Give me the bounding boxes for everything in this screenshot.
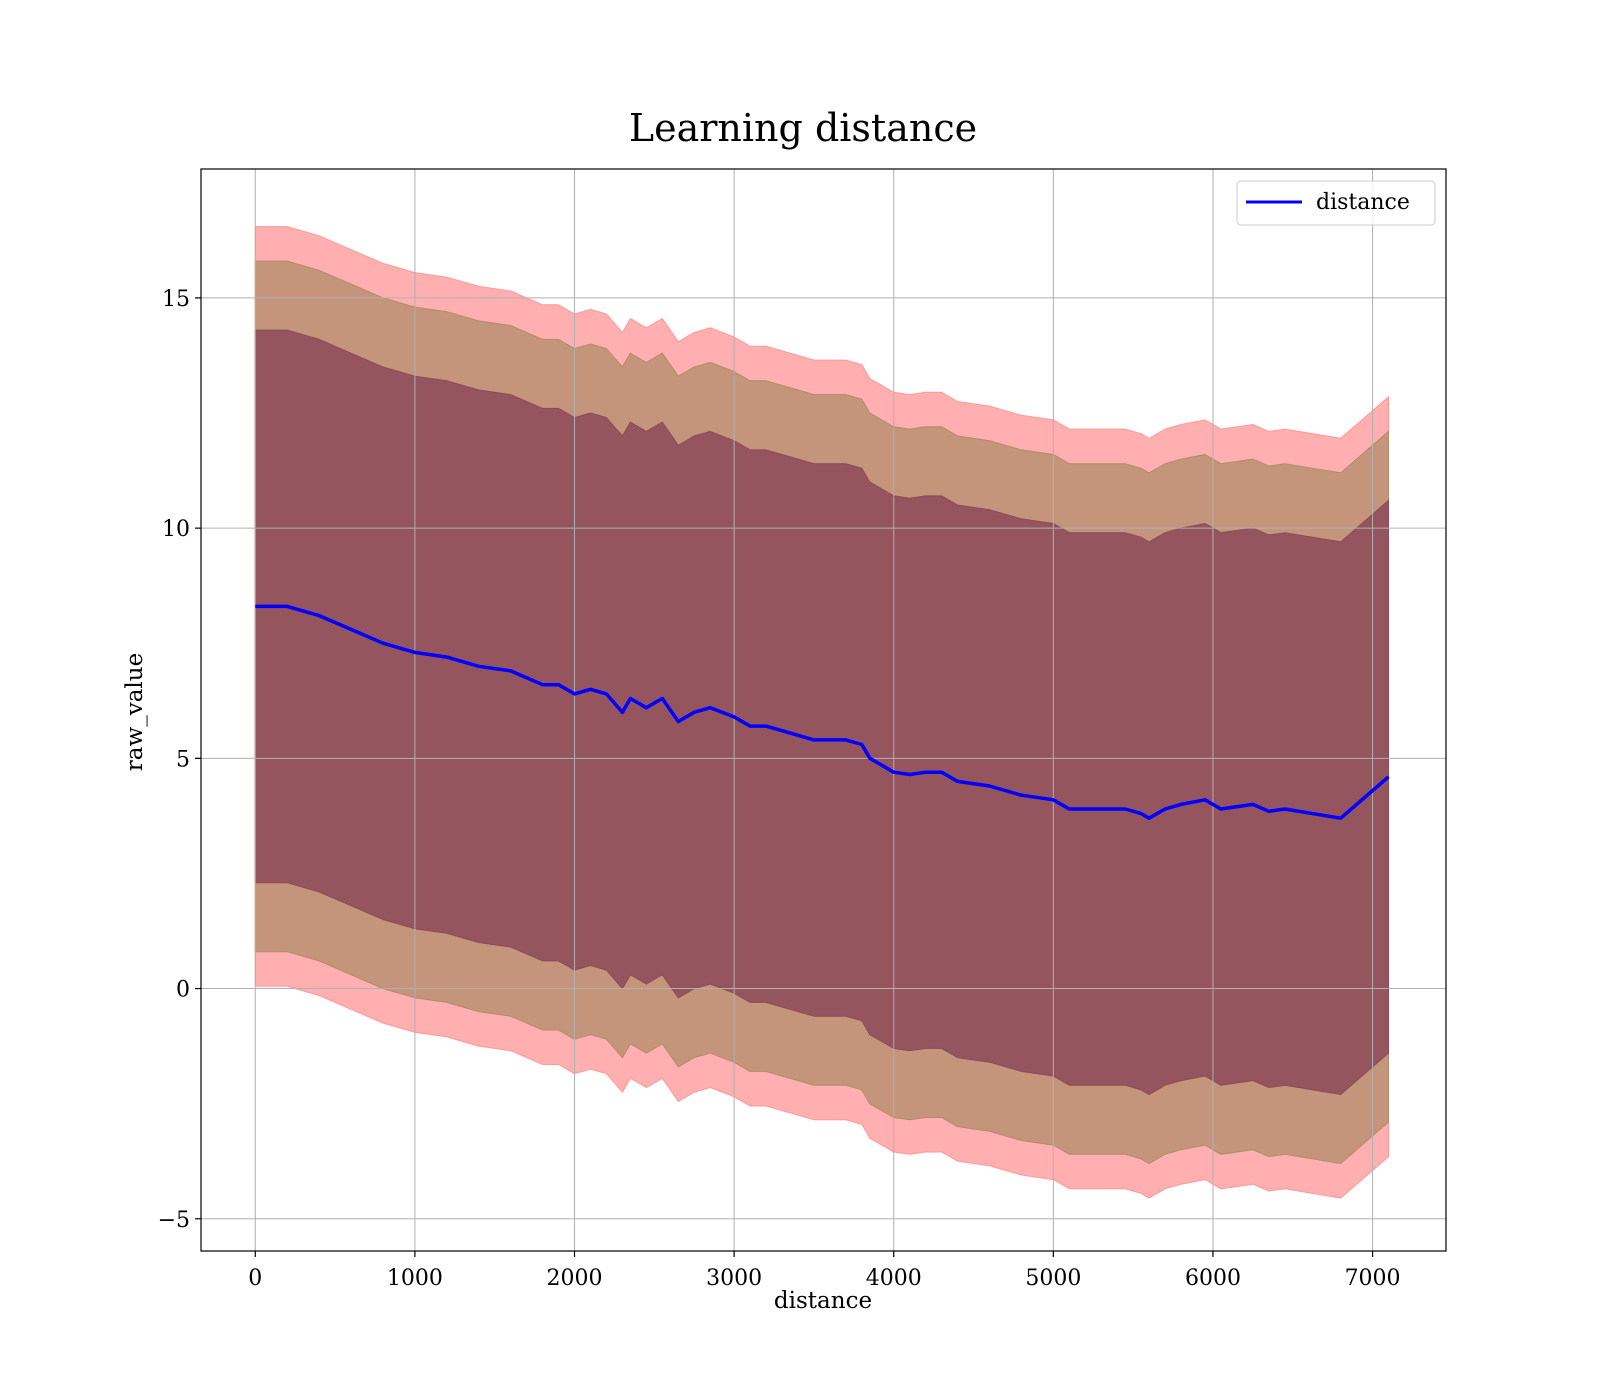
y-tick-label: 10 bbox=[162, 517, 190, 542]
confidence-bands bbox=[254, 226, 1389, 1199]
x-tick-label: 1000 bbox=[387, 1266, 443, 1291]
series-lines bbox=[255, 604, 1390, 820]
y-tick-label: 0 bbox=[176, 978, 190, 1003]
y-axis: −5 0 5 10 15 bbox=[158, 287, 201, 1233]
plot-frame bbox=[200, 168, 1447, 1252]
x-tick-label: 4000 bbox=[866, 1266, 922, 1291]
x-tick-label: 3000 bbox=[706, 1266, 762, 1291]
chart-title: Learning distance bbox=[629, 106, 977, 150]
legend-box bbox=[1236, 180, 1436, 226]
x-tick-label: 7000 bbox=[1345, 1266, 1401, 1291]
y-tick-label: 5 bbox=[176, 747, 190, 772]
x-tick-label: 0 bbox=[248, 1266, 262, 1291]
band-inner bbox=[254, 329, 1389, 1096]
y-tick-label: 15 bbox=[162, 287, 190, 312]
x-axis: 0 1000 2000 3000 4000 5000 6000 7000 bbox=[248, 1251, 1401, 1291]
grid bbox=[201, 169, 1446, 1251]
plot-area bbox=[200, 168, 1447, 1252]
x-tick-label: 5000 bbox=[1025, 1266, 1081, 1291]
x-tick-label: 2000 bbox=[547, 1266, 603, 1291]
x-axis-label: distance bbox=[774, 1288, 872, 1314]
legend-label-distance: distance bbox=[1316, 190, 1410, 215]
legend: distance bbox=[1236, 180, 1436, 226]
y-tick-label: −5 bbox=[158, 1208, 190, 1233]
y-axis-label: raw_value bbox=[122, 653, 148, 771]
x-tick-label: 6000 bbox=[1185, 1266, 1241, 1291]
series-line-distance bbox=[255, 604, 1390, 820]
